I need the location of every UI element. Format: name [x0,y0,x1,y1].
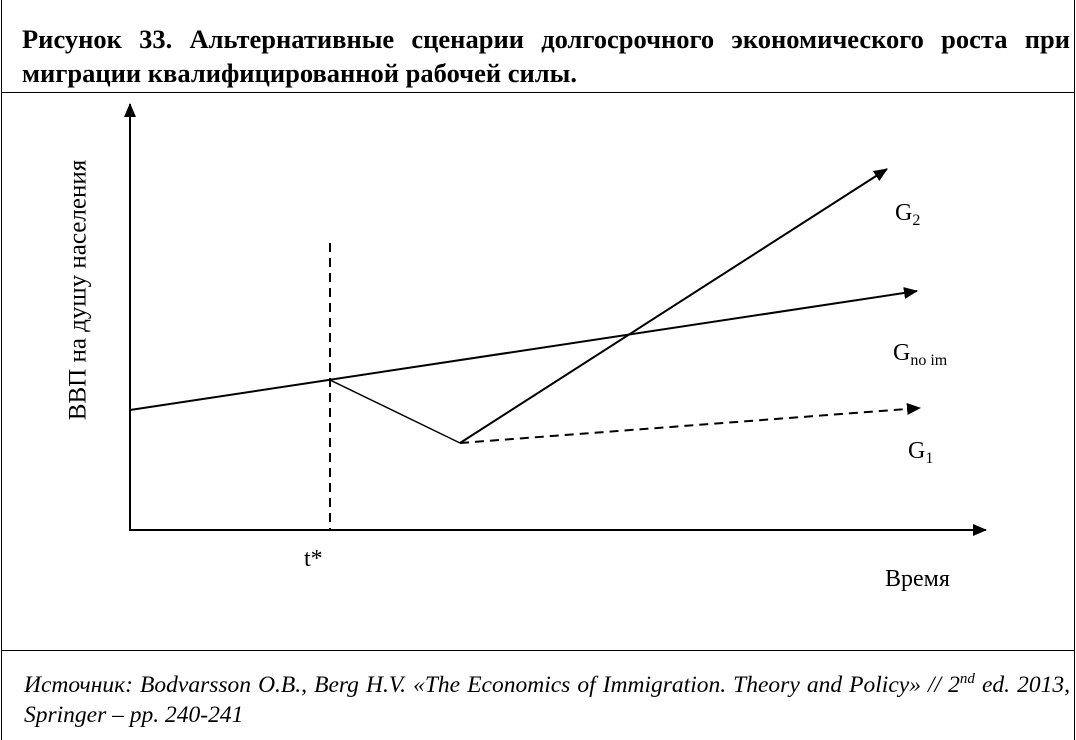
curve-label: Gno im [893,340,948,369]
curve-label-sub: no im [910,352,947,369]
curve-label: G1 [908,438,933,467]
figure-title: Рисунок 33. Альтернативные сценарии долг… [22,24,1070,88]
curve-label-base: G [895,200,912,226]
curve-label-base: G [893,340,910,366]
diagram: ВВП на душу населения Время t* G2 Gno im… [65,103,987,592]
marker-label: t* [304,546,323,572]
curve-g1 [459,403,921,444]
curve-label-base: G [908,438,925,464]
curve-label-sub: 1 [925,450,933,467]
drop-line [329,379,461,444]
divider [1,650,1075,651]
divider [1,92,1075,93]
source-note: Источник: Bodvarsson O.B., Berg H.V. «Th… [24,664,1070,730]
y-axis-label: ВВП на душу населения [65,159,92,420]
x-axis-label: Время [885,566,950,592]
curve-label: G2 [895,200,920,229]
curve-label-sub: 2 [912,212,920,229]
source-sup: nd [959,671,975,687]
curve-no-im [129,287,918,411]
source-text: Источник: Bodvarsson O.B., Berg H.V. «Th… [24,671,960,698]
curve-g2 [459,168,888,444]
